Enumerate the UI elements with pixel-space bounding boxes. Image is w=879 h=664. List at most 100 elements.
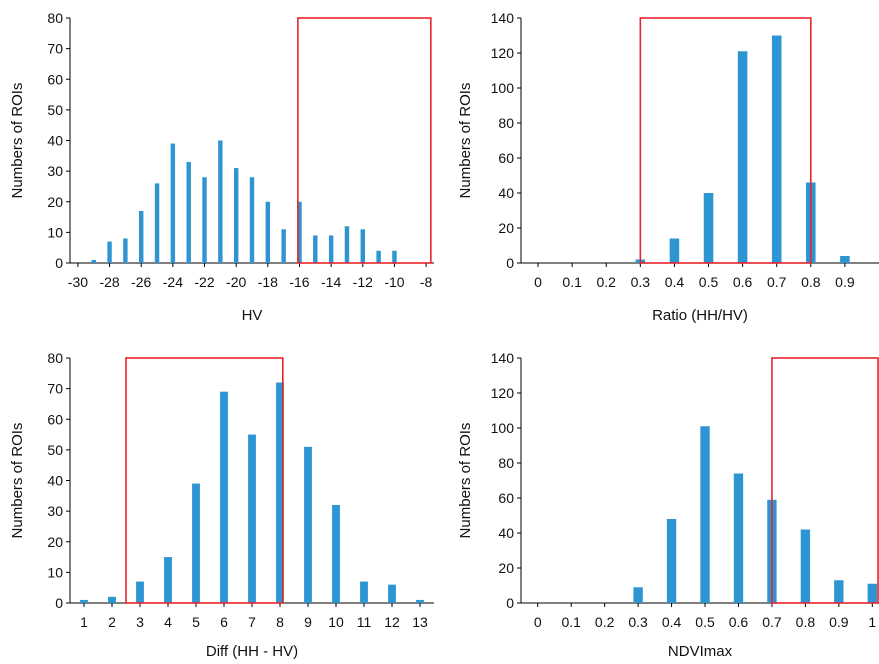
histogram-bar bbox=[136, 581, 144, 603]
y-tick-label: 80 bbox=[47, 350, 63, 366]
y-tick-label: 40 bbox=[498, 185, 514, 201]
x-tick-label: 9 bbox=[304, 614, 312, 630]
x-tick-label: -30 bbox=[68, 274, 88, 290]
x-tick-label: -24 bbox=[163, 274, 183, 290]
x-tick-label: -8 bbox=[420, 274, 433, 290]
y-tick-label: 60 bbox=[47, 411, 63, 427]
histogram-bar bbox=[328, 235, 334, 263]
x-tick-label: -10 bbox=[384, 274, 404, 290]
x-tick-label: 0.6 bbox=[733, 274, 753, 290]
histogram-bar bbox=[154, 183, 160, 263]
y-tick-label: 10 bbox=[47, 224, 63, 240]
y-axis-title: Numbers of ROIs bbox=[9, 83, 26, 199]
y-tick-label: 0 bbox=[55, 255, 63, 271]
histogram-bar bbox=[840, 256, 850, 263]
y-tick-label: 30 bbox=[47, 163, 63, 179]
histogram-bar bbox=[737, 51, 748, 263]
y-tick-label: 40 bbox=[47, 133, 63, 149]
histogram-bar bbox=[192, 483, 200, 603]
x-tick-label: 0.3 bbox=[628, 614, 648, 630]
y-tick-label: 50 bbox=[47, 102, 63, 118]
histogram-bar bbox=[108, 596, 116, 603]
histogram-bar bbox=[360, 581, 368, 603]
x-tick-label: 0.8 bbox=[801, 274, 821, 290]
threshold-box bbox=[297, 17, 432, 264]
histogram-bar bbox=[265, 201, 271, 263]
histogram-bar bbox=[202, 177, 207, 263]
y-tick-label: 60 bbox=[47, 71, 63, 87]
x-axis-title: NDVImax bbox=[668, 643, 733, 660]
x-axis-title: Ratio (HH/HV) bbox=[652, 307, 748, 324]
y-tick-label: 20 bbox=[498, 560, 514, 576]
y-tick-label: 40 bbox=[47, 473, 63, 489]
y-tick-label: 120 bbox=[491, 45, 515, 61]
histogram-bar bbox=[297, 201, 302, 263]
x-tick-label: 1 bbox=[868, 614, 876, 630]
y-tick-label: 80 bbox=[498, 455, 514, 471]
x-tick-label: 0.8 bbox=[796, 614, 816, 630]
chart-panel-2: 0 20 40 60 80 100 120 140 0 0.1 0.2 0.3 0.4 0.5 0.6 0.7… bbox=[457, 10, 879, 324]
x-tick-label: 0 bbox=[534, 614, 542, 630]
histogram-bar bbox=[248, 434, 256, 603]
threshold-box bbox=[125, 357, 284, 604]
chart-panel-4: 0 20 40 60 80 100 120 140 0 0.1 0.2 0.3 0.4 0.5 0.6 0.7… bbox=[457, 350, 879, 660]
y-tick-label: 20 bbox=[47, 534, 63, 550]
x-tick-label: 0.2 bbox=[597, 274, 617, 290]
x-tick-label: 0.5 bbox=[695, 614, 715, 630]
histogram-bar bbox=[233, 168, 239, 263]
histogram-bar bbox=[186, 161, 191, 263]
histogram-bar bbox=[666, 519, 677, 603]
histogram-bar bbox=[700, 426, 710, 603]
y-tick-label: 10 bbox=[47, 564, 63, 580]
histogram-bar bbox=[633, 587, 643, 603]
histogram-bar bbox=[416, 599, 424, 603]
x-axis-title: HV bbox=[242, 307, 263, 324]
histogram-bar bbox=[123, 238, 128, 263]
y-tick-label: 80 bbox=[498, 115, 514, 131]
x-tick-label: 0.1 bbox=[562, 274, 582, 290]
x-tick-label: 13 bbox=[412, 614, 428, 630]
histogram-bar bbox=[332, 505, 340, 603]
x-axis-title: Diff (HH - HV) bbox=[206, 643, 298, 660]
x-tick-label: 11 bbox=[357, 614, 372, 630]
y-tick-label: 100 bbox=[491, 420, 515, 436]
x-tick-label: 0.7 bbox=[767, 274, 787, 290]
histogram-bar bbox=[80, 599, 88, 603]
histogram-bar bbox=[834, 580, 844, 603]
histogram-bar bbox=[376, 250, 381, 263]
histogram-bar bbox=[771, 35, 782, 263]
y-tick-label: 60 bbox=[498, 490, 514, 506]
y-tick-label: 20 bbox=[47, 194, 63, 210]
threshold-box bbox=[771, 357, 879, 604]
x-tick-label: -22 bbox=[194, 274, 214, 290]
histogram-bar bbox=[218, 140, 223, 263]
y-tick-label: 70 bbox=[47, 41, 63, 57]
y-tick-label: 120 bbox=[491, 385, 515, 401]
y-tick-label: 0 bbox=[506, 595, 514, 611]
y-tick-label: 0 bbox=[55, 595, 63, 611]
x-tick-label: 3 bbox=[136, 614, 144, 630]
threshold-box bbox=[639, 17, 812, 264]
x-tick-label: 1 bbox=[80, 614, 88, 630]
x-tick-label: 5 bbox=[192, 614, 200, 630]
x-tick-label: 0.9 bbox=[835, 274, 855, 290]
x-tick-label: 0.4 bbox=[662, 614, 682, 630]
x-tick-label: 0.1 bbox=[561, 614, 581, 630]
histogram-bar bbox=[276, 382, 284, 603]
histogram-bar bbox=[164, 557, 172, 603]
y-tick-label: 40 bbox=[498, 525, 514, 541]
x-tick-label: -28 bbox=[99, 274, 119, 290]
histogram-bar bbox=[170, 143, 176, 263]
histogram-bar bbox=[703, 193, 714, 263]
y-tick-label: 60 bbox=[498, 150, 514, 166]
y-tick-label: 30 bbox=[47, 503, 63, 519]
histogram-bar bbox=[733, 473, 744, 603]
y-tick-label: 140 bbox=[491, 350, 515, 366]
x-tick-label: -20 bbox=[226, 274, 246, 290]
x-tick-label: 4 bbox=[164, 614, 172, 630]
x-tick-label: -14 bbox=[321, 274, 341, 290]
y-axis-title: Numbers of ROIs bbox=[9, 423, 26, 539]
x-tick-label: 2 bbox=[108, 614, 116, 630]
